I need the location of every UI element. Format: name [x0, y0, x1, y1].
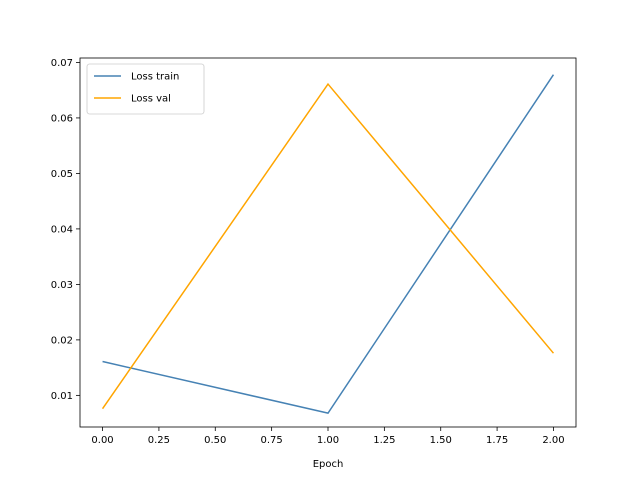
y-tick-label: 0.05 — [51, 169, 73, 180]
x-tick-label: 1.00 — [317, 435, 339, 446]
x-tick-label: 0.25 — [148, 435, 170, 446]
y-tick-label: 0.07 — [51, 58, 73, 69]
legend-label: Loss train — [131, 72, 179, 83]
x-tick-label: 1.50 — [430, 435, 452, 446]
x-tick-label: 1.75 — [486, 435, 508, 446]
x-axis-label: Epoch — [313, 459, 344, 470]
series-line-loss-train — [102, 74, 555, 414]
y-tick-label: 0.02 — [51, 335, 73, 346]
x-axis: 0.00 0.25 0.50 0.75 1.00 1.25 1.50 1.75 2.00 — [91, 427, 565, 446]
y-tick-label: 0.03 — [51, 280, 73, 291]
series-line-loss-val — [101, 82, 555, 410]
x-tick-label: 2.00 — [542, 435, 564, 446]
x-tick-label: 0.00 — [91, 435, 113, 446]
x-tick-label: 0.75 — [261, 435, 283, 446]
legend-label: Loss val — [131, 94, 171, 105]
x-tick-label: 0.50 — [204, 435, 226, 446]
x-tick-label: 1.25 — [373, 435, 395, 446]
y-tick-label: 0.04 — [51, 224, 73, 235]
legend: Loss train Loss val — [86, 63, 205, 115]
y-tick-label: 0.01 — [51, 391, 73, 402]
y-axis: 0.01 0.02 0.03 0.04 0.05 0.06 0.07 — [51, 58, 80, 402]
series-layer — [101, 74, 555, 414]
y-tick-label: 0.06 — [51, 113, 73, 124]
